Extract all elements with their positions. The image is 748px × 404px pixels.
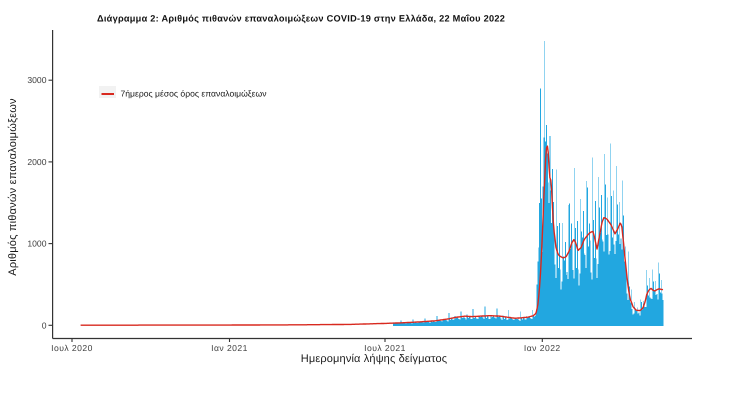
- svg-text:3000: 3000: [27, 75, 46, 85]
- svg-text:Ιαν 2022: Ιαν 2022: [524, 343, 561, 353]
- svg-text:0: 0: [42, 320, 47, 330]
- svg-text:2000: 2000: [27, 157, 46, 167]
- svg-text:Ιουλ 2021: Ιουλ 2021: [364, 343, 406, 353]
- svg-text:Ημερομηνία λήψης δείγματος: Ημερομηνία λήψης δείγματος: [301, 353, 448, 365]
- svg-text:Ιαν 2021: Ιαν 2021: [211, 343, 248, 353]
- svg-text:7ήμερος μέσος όρος επαναλοιμώξ: 7ήμερος μέσος όρος επαναλοιμώξεων: [121, 89, 267, 99]
- svg-text:Αριθμός πιθανών επαναλοιμώξεων: Αριθμός πιθανών επαναλοιμώξεων: [7, 98, 19, 276]
- svg-text:1000: 1000: [27, 239, 46, 249]
- svg-text:Διάγραμμα 2: Αριθμός πιθανών ε: Διάγραμμα 2: Αριθμός πιθανών επαναλοιμώξ…: [97, 13, 505, 23]
- svg-text:Ιουλ 2020: Ιουλ 2020: [51, 343, 93, 353]
